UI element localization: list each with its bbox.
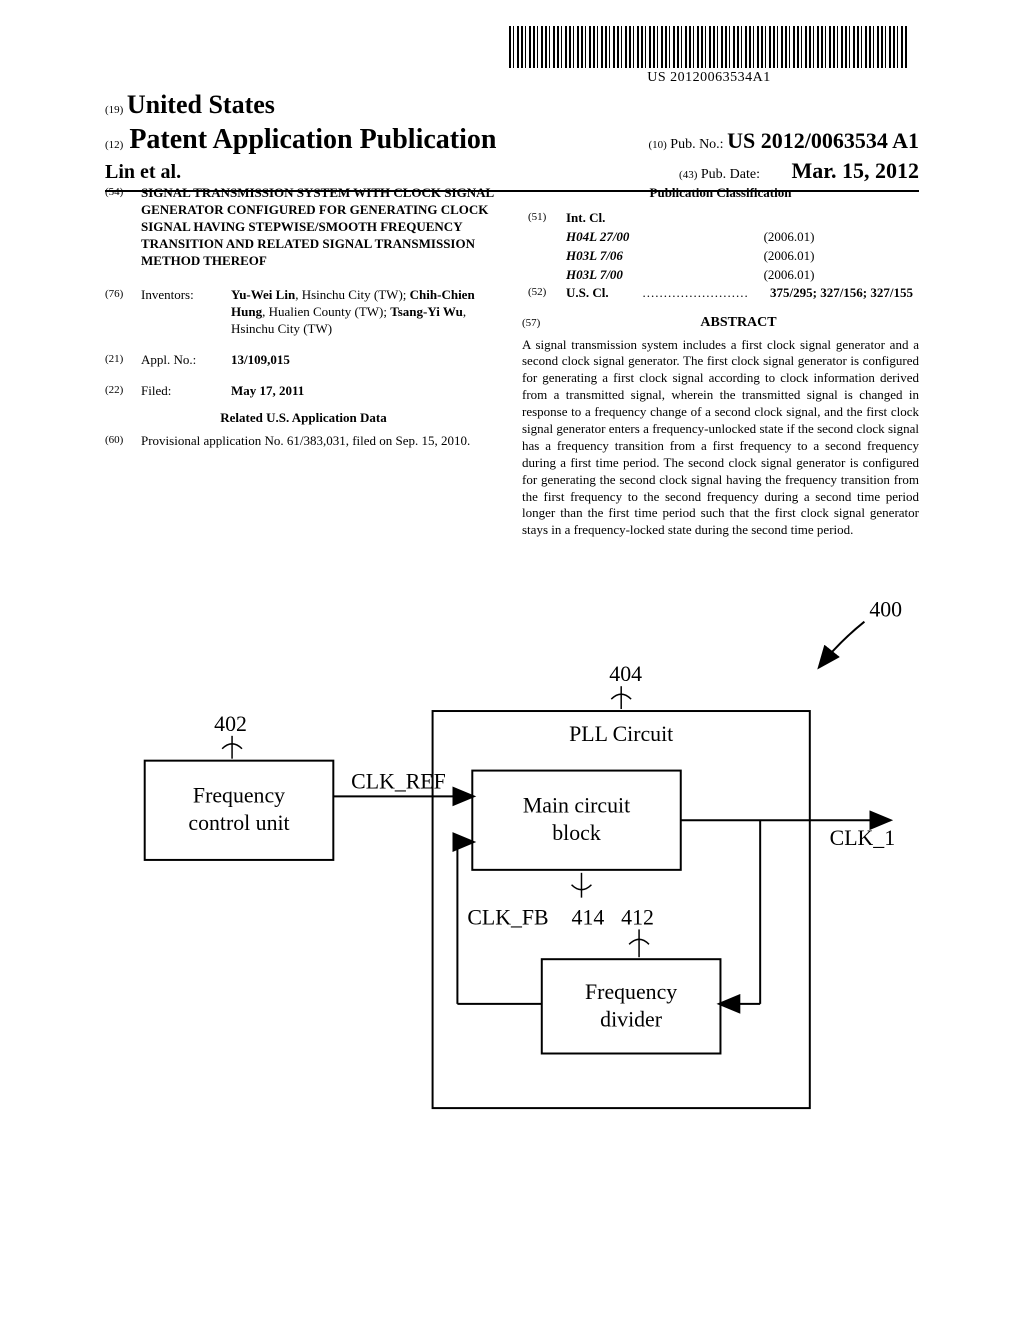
publication-number: US 2012/0063534 A1: [727, 128, 919, 153]
intcl-2-ver: (2006.01): [760, 248, 917, 265]
inventor-1-rest: , Hsinchu City (TW);: [295, 287, 409, 302]
inventors-label: Inventors:: [141, 287, 231, 338]
code-12: (12): [105, 139, 123, 151]
box-main-l2: block: [552, 821, 601, 845]
code-10: (10): [648, 139, 666, 151]
appl-no: 13/109,015: [231, 352, 502, 369]
inventors-list: Yu-Wei Lin, Hsinchu City (TW); Chih-Chie…: [231, 287, 502, 338]
code-54: (54): [105, 185, 141, 269]
abstract-text: A signal transmission system includes a …: [522, 337, 919, 540]
box-freq-divider: [542, 959, 721, 1053]
pub-date-label: Pub. Date:: [701, 167, 760, 182]
box-freq-control-l2: control unit: [188, 811, 289, 835]
intcl-1-ver: (2006.01): [760, 229, 917, 246]
box-main-l1: Main circuit: [523, 793, 630, 817]
intcl-3-ver: (2006.01): [760, 267, 917, 284]
fig-ref-402: 402: [214, 712, 247, 736]
code-60: (60): [105, 433, 141, 450]
fig-ref-414: 414: [572, 905, 605, 929]
publication-type: Patent Application Publication: [129, 124, 496, 156]
uscl-values: 375/295; 327/156; 327/155: [760, 285, 917, 302]
authors: Lin et al.: [105, 161, 181, 184]
code-51: (51): [524, 210, 560, 227]
provisional-text: Provisional application No. 61/383,031, …: [141, 433, 502, 450]
intcl-2: H03L 7/06: [562, 248, 636, 265]
box-freq-control-l1: Frequency: [193, 783, 285, 807]
related-data-heading: Related U.S. Application Data: [105, 410, 502, 427]
intcl-3: H03L 7/00: [562, 267, 636, 284]
code-21: (21): [105, 352, 141, 369]
document-header: (19) United States (12) Patent Applicati…: [105, 90, 919, 192]
invention-title: SIGNAL TRANSMISSION SYSTEM WITH CLOCK SI…: [141, 185, 502, 269]
figure-area: 400 Frequency control unit 402 CLK_REF P…: [105, 575, 919, 1125]
code-19: (19): [105, 104, 123, 116]
appl-no-label: Appl. No.:: [141, 352, 231, 369]
box-pll-label: PLL Circuit: [569, 722, 673, 746]
barcode-block: US 20120063534A1: [509, 26, 909, 86]
intcl-label: Int. Cl.: [562, 210, 636, 227]
publication-date: Mar. 15, 2012: [791, 158, 919, 183]
box-divider-l2: divider: [600, 1008, 663, 1032]
code-52: (52): [524, 285, 560, 302]
figure-svg: 400 Frequency control unit 402 CLK_REF P…: [105, 575, 919, 1125]
filed-date: May 17, 2011: [231, 383, 502, 400]
filed-label: Filed:: [141, 383, 231, 400]
dots-leader: .........................: [638, 285, 757, 302]
abstract-heading: ABSTRACT: [558, 314, 919, 332]
classification-heading: Publication Classification: [522, 185, 919, 202]
fig-ref-412: 412: [621, 905, 654, 929]
classification-table: (51) Int. Cl. H04L 27/00 (2006.01) H03L 7…: [522, 208, 919, 304]
box-divider-l1: Frequency: [585, 980, 677, 1004]
sig-clk-fb: CLK_FB: [467, 905, 548, 929]
barcode-graphic: [509, 26, 909, 68]
code-22: (22): [105, 383, 141, 400]
code-43: (43): [679, 169, 697, 181]
uscl-label: U.S. Cl.: [562, 285, 636, 302]
code-76: (76): [105, 287, 141, 338]
inventor-3-name: Tsang-Yi Wu: [390, 304, 463, 319]
code-57: (57): [522, 316, 558, 330]
bibliographic-section: (54) SIGNAL TRANSMISSION SYSTEM WITH CLO…: [105, 185, 919, 539]
inventor-1-name: Yu-Wei Lin: [231, 287, 295, 302]
fig-ref-400: 400: [869, 598, 902, 622]
inventor-2-rest: , Hualien County (TW);: [262, 304, 390, 319]
country-name: United States: [127, 90, 275, 119]
sig-clk1: CLK_1: [830, 826, 896, 850]
left-column: (54) SIGNAL TRANSMISSION SYSTEM WITH CLO…: [105, 185, 502, 539]
right-column: Publication Classification (51) Int. Cl.…: [522, 185, 919, 539]
pub-no-label: Pub. No.:: [670, 137, 723, 152]
fig-arrow-400: [820, 622, 865, 667]
barcode-text: US 20120063534A1: [509, 70, 909, 86]
fig-ref-404: 404: [609, 662, 642, 686]
intcl-1: H04L 27/00: [562, 229, 636, 246]
